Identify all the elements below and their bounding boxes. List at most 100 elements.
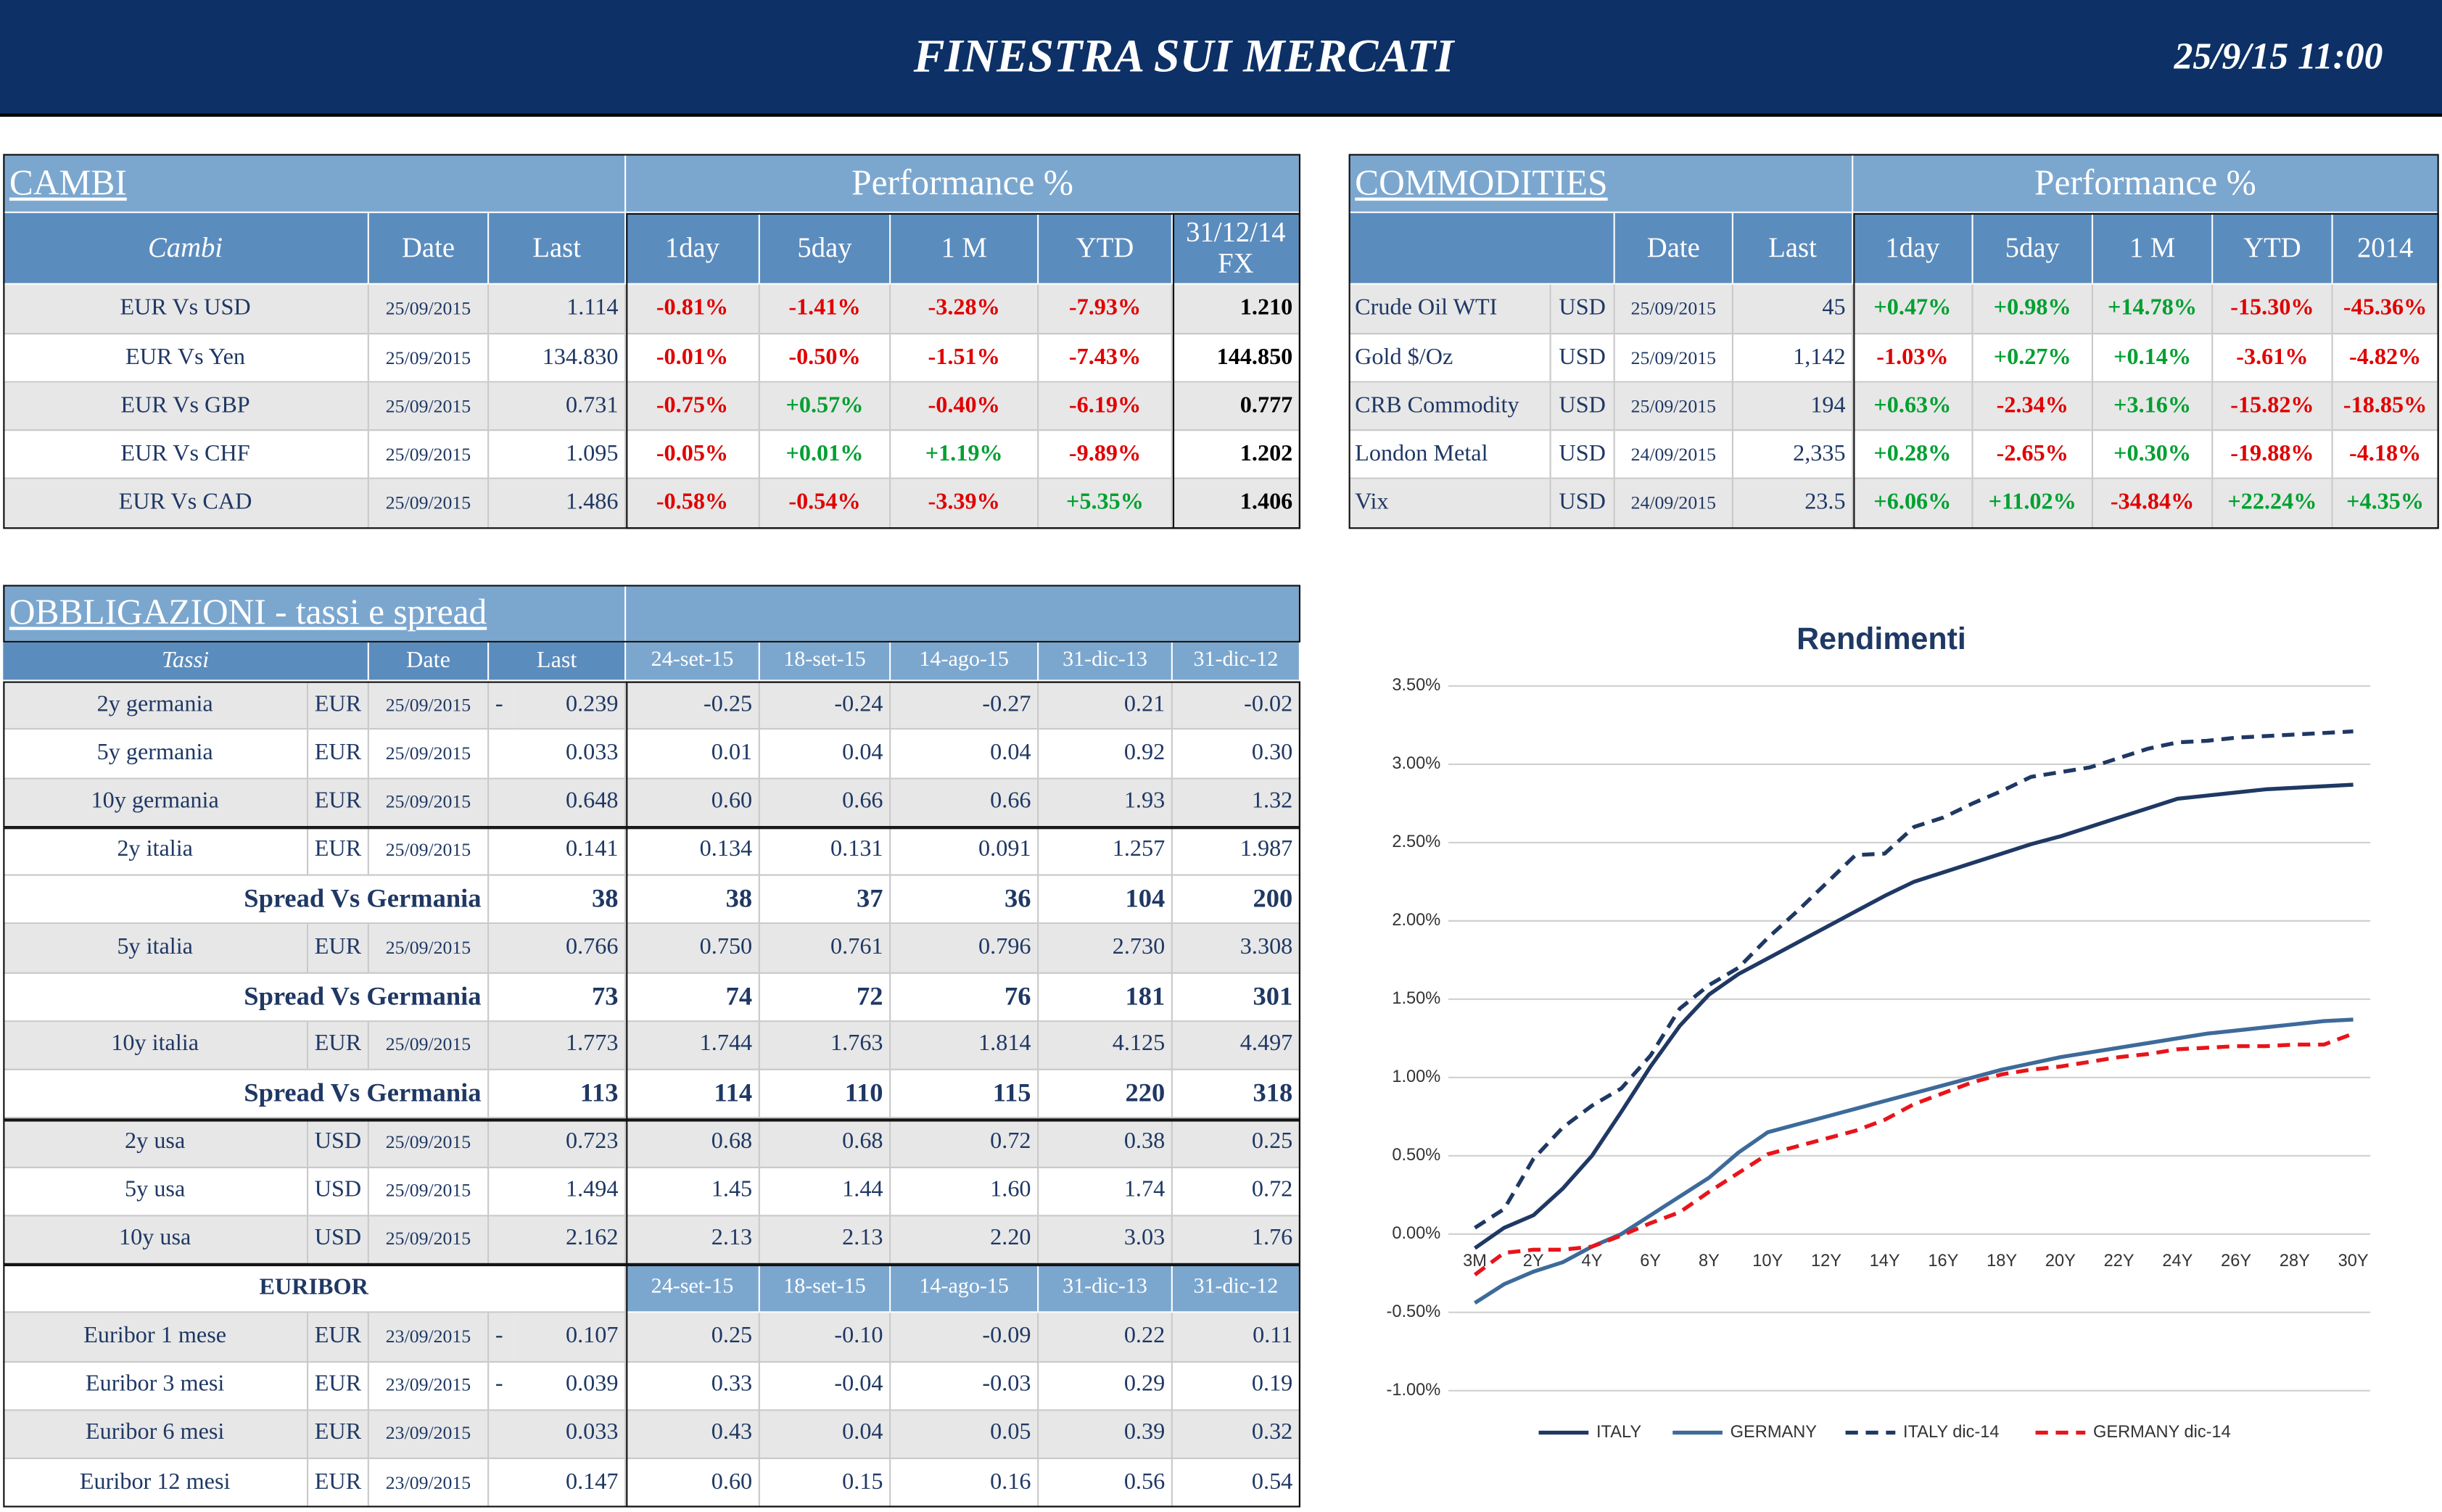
spread-label: Spread Vs Germania — [3, 875, 490, 925]
cell: -0.05% — [626, 431, 760, 479]
cell: 144.850 — [1172, 334, 1301, 383]
cell: 0.25 — [626, 1313, 760, 1363]
cell: London Metal — [1348, 431, 1551, 479]
cell: 76 — [891, 972, 1039, 1022]
cell: 0.761 — [759, 924, 891, 973]
cell: 0.60 — [626, 778, 760, 827]
series-line — [1474, 729, 2354, 1230]
x-tick-label: 20Y — [2045, 1252, 2076, 1271]
cell: 0.66 — [759, 778, 891, 827]
cell: -45.36% — [2332, 284, 2439, 335]
y-tick-label: 3.00% — [1392, 754, 1440, 773]
cell: -3.28% — [891, 284, 1039, 335]
column-header — [1348, 212, 1615, 285]
cell: EUR — [308, 1459, 369, 1508]
cell: -0.01% — [626, 334, 760, 383]
x-tick-label: 2Y — [1523, 1252, 1544, 1271]
cell: 0.68 — [759, 1118, 891, 1168]
cell: 0.033 — [489, 1410, 627, 1460]
cell: 0.22 — [1039, 1313, 1173, 1363]
chart-background — [1348, 584, 2439, 1509]
cell: 25/09/2015 — [368, 681, 490, 730]
cell: -0.10 — [759, 1313, 891, 1363]
cell: 0.01 — [626, 730, 760, 779]
cell: 0.43 — [626, 1410, 760, 1460]
cell: 3.03 — [1039, 1215, 1173, 1265]
cell: 0.56 — [1039, 1459, 1173, 1508]
cell: 10y germania — [3, 778, 309, 827]
cell: +0.98% — [1973, 284, 2093, 335]
cell: 25/09/2015 — [368, 1118, 490, 1168]
cell: EUR — [308, 730, 369, 779]
cell: 23.5 — [1733, 479, 1854, 529]
cell: 0.039 — [513, 1362, 627, 1411]
cell: -2.34% — [1973, 382, 2093, 431]
y-tick-label: -1.00% — [1386, 1381, 1440, 1400]
cell: Crude Oil WTI — [1348, 284, 1551, 335]
cell: 25/09/2015 — [368, 730, 490, 779]
cell: 24/09/2015 — [1614, 431, 1733, 479]
series-line — [1473, 782, 2354, 1250]
cell: 37 — [759, 875, 891, 925]
cell: -7.93% — [1039, 284, 1173, 335]
column-header: 1day — [626, 212, 760, 285]
cell: 0.39 — [1039, 1410, 1173, 1460]
cell: 38 — [489, 875, 627, 925]
cell: 0.72 — [1172, 1167, 1301, 1216]
column-header: 31-dic-13 — [1039, 642, 1173, 682]
cell: USD — [1551, 284, 1615, 335]
cell: -0.27 — [891, 681, 1039, 730]
cell: -0.75% — [626, 382, 760, 431]
cell: USD — [308, 1118, 369, 1168]
x-tick-label: 10Y — [1752, 1252, 1783, 1271]
section-title: CAMBI — [3, 154, 627, 213]
cell: USD — [1551, 479, 1615, 529]
cell: +0.63% — [1853, 382, 1973, 431]
column-header: 1day — [1853, 212, 1973, 285]
legend-label: ITALY — [1596, 1423, 1641, 1442]
cell: +4.35% — [2332, 479, 2439, 529]
cell: 2,335 — [1733, 431, 1854, 479]
cell: 0.648 — [489, 778, 627, 827]
cell: USD — [1551, 382, 1615, 431]
cell: 301 — [1172, 972, 1301, 1022]
spread-label: Spread Vs Germania — [3, 972, 490, 1022]
cell: EUR — [308, 778, 369, 827]
cell: 0.21 — [1039, 681, 1173, 730]
cell: 25/09/2015 — [368, 284, 490, 335]
cell: 181 — [1039, 972, 1173, 1022]
cell: +0.01% — [759, 431, 891, 479]
x-tick-label: 26Y — [2221, 1252, 2251, 1271]
x-tick-label: 12Y — [1811, 1252, 1841, 1271]
cell: 1.74 — [1039, 1167, 1173, 1216]
cell: 1.486 — [489, 479, 627, 529]
cell: 0.796 — [891, 924, 1039, 973]
cell: 25/09/2015 — [368, 827, 490, 876]
cell: -34.84% — [2092, 479, 2214, 529]
cell: 0.68 — [626, 1118, 760, 1168]
x-tick-label: 18Y — [1987, 1252, 2017, 1271]
group-header: Performance % — [1853, 154, 2439, 213]
cell: 0.777 — [1172, 382, 1301, 431]
x-tick-label: 6Y — [1640, 1252, 1661, 1271]
x-tick-label: 8Y — [1699, 1252, 1720, 1271]
cell: -4.18% — [2332, 431, 2439, 479]
cell: 25/09/2015 — [1614, 334, 1733, 383]
cell: 0.15 — [759, 1459, 891, 1508]
cell: -1.03% — [1853, 334, 1973, 383]
cell: 10y usa — [3, 1215, 309, 1265]
cell: +0.27% — [1973, 334, 2093, 383]
cell: -7.43% — [1039, 334, 1173, 383]
cell: EUR — [308, 1313, 369, 1363]
cell: 36 — [891, 875, 1039, 925]
cell: 10y italia — [3, 1021, 309, 1070]
cell: 134.830 — [489, 334, 627, 383]
cell: Euribor 12 mesi — [3, 1459, 309, 1508]
column-header: Date — [1614, 212, 1733, 285]
cell: +1.19% — [891, 431, 1039, 479]
cell: 0.750 — [626, 924, 760, 973]
cell: -4.82% — [2332, 334, 2439, 383]
section-title: EURIBOR — [3, 1264, 627, 1313]
cell: 0.731 — [489, 382, 627, 431]
cell: -6.19% — [1039, 382, 1173, 431]
